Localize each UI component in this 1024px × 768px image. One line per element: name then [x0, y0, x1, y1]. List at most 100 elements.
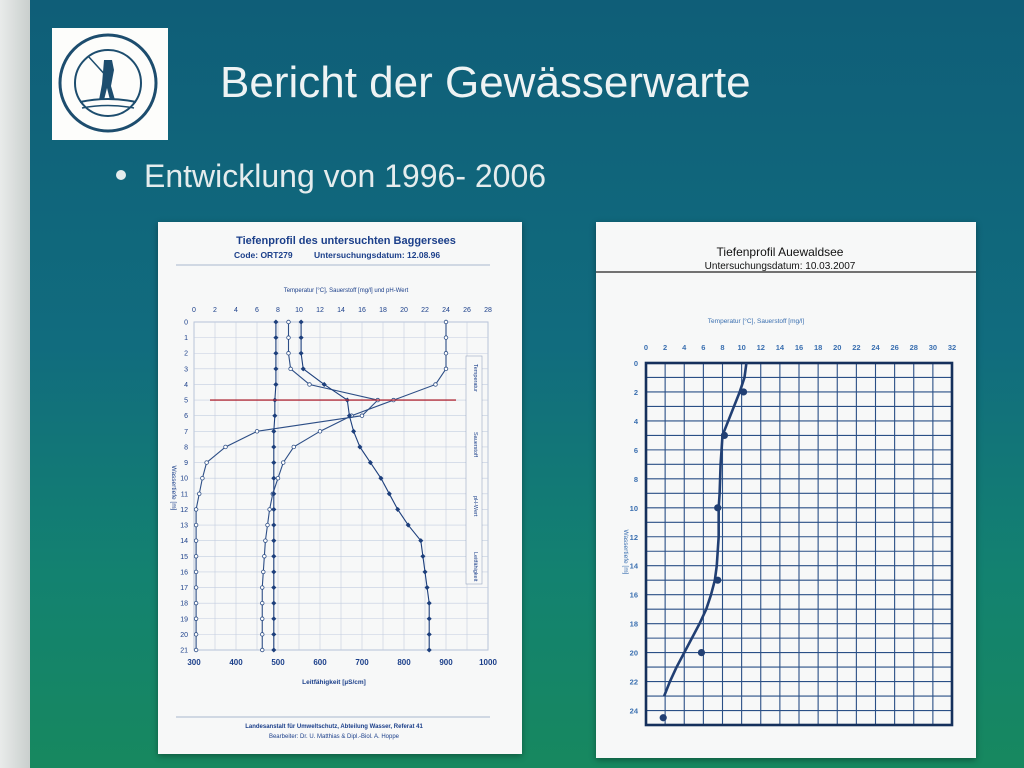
- y-tick-label: 3: [184, 366, 188, 373]
- data-point: [273, 335, 279, 341]
- y-tick-label: 13: [180, 523, 188, 530]
- series-line: [300, 322, 430, 650]
- legend-leitfaehigkeit: Leitfähigkeit: [472, 552, 478, 582]
- data-point: [426, 600, 432, 606]
- top-tick-label: 28: [910, 343, 918, 352]
- club-logo: [52, 28, 168, 140]
- y-tick-label: 18: [630, 620, 638, 629]
- top-tick-label: 24: [871, 343, 880, 352]
- bottom-tick-label: 600: [313, 658, 327, 667]
- board-title: Bericht der Gewässerwarte: [220, 58, 751, 107]
- data-point: [193, 616, 199, 621]
- data-point: [420, 553, 426, 559]
- series-line: [195, 322, 379, 650]
- series-line: [273, 322, 277, 650]
- top-tick-label: 4: [234, 307, 238, 314]
- top-tick-label: 10: [295, 307, 303, 314]
- bottom-tick-label: 500: [271, 658, 285, 667]
- data-point: [271, 506, 277, 512]
- top-tick-label: 12: [316, 307, 324, 314]
- data-point: [273, 350, 279, 356]
- data-point: [271, 631, 277, 637]
- data-point: [443, 351, 449, 356]
- data-point: [386, 491, 392, 497]
- top-tick-label: 22: [421, 307, 429, 314]
- chart-code: Code: ORT279: [234, 250, 293, 260]
- top-tick-label: 30: [929, 343, 937, 352]
- data-point: [271, 444, 277, 450]
- grid: [193, 321, 489, 651]
- data-point: [254, 429, 260, 434]
- y-tick-label: 9: [184, 460, 188, 467]
- data-point: [291, 444, 296, 450]
- series-sauerstoff: [193, 319, 380, 653]
- top-tick-label: 10: [737, 343, 745, 352]
- top-tick-label: 26: [463, 307, 471, 314]
- y-tick-label: 22: [630, 678, 638, 687]
- data-point: [300, 366, 306, 372]
- data-point: [261, 569, 266, 575]
- y-tick-label: 14: [180, 538, 188, 545]
- data-point: [272, 413, 278, 419]
- data-point: [193, 600, 199, 606]
- data-point: [193, 538, 199, 543]
- chart-legend: Temperatur Sauerstoff pH-Wert Leitfähigk…: [465, 355, 483, 585]
- top-tick-label: 16: [358, 307, 366, 314]
- data-point: [193, 632, 199, 637]
- top-tick-label: 2: [213, 307, 217, 314]
- y-tick-label: 5: [184, 398, 188, 405]
- data-point: [193, 554, 199, 559]
- bottom-tick-label: 300: [187, 658, 201, 667]
- data-point: [288, 366, 293, 372]
- data-point: [739, 388, 748, 396]
- y-tick-label: 12: [180, 507, 188, 514]
- chart-sheet-auewaldsee: Tiefenprofil Auewaldsee Untersuchungsdat…: [596, 222, 976, 758]
- data-point: [271, 569, 277, 575]
- data-point: [273, 381, 279, 388]
- y-tick-label: 6: [184, 413, 188, 420]
- legend-temperatur: Temperatur: [472, 364, 478, 392]
- data-point: [286, 319, 291, 325]
- top-axis-label: Temperatur [°C], Sauerstoff [mg/l] und p…: [284, 288, 409, 294]
- data-point: [263, 538, 268, 543]
- y-tick-label: 11: [181, 491, 188, 498]
- y-axis-label: Wassertiefe [m]: [170, 466, 177, 511]
- y-tick-label: 20: [180, 632, 188, 639]
- series-line: [261, 322, 447, 650]
- bullet-item: Entwicklung von 1996- 2006: [116, 158, 546, 195]
- data-point: [281, 460, 286, 465]
- data-point: [720, 431, 729, 439]
- data-point: [271, 616, 277, 622]
- data-point: [317, 429, 323, 434]
- data-point: [197, 491, 202, 497]
- chart-auewaldsee: Tiefenprofil Auewaldsee Untersuchungsdat…: [596, 245, 976, 727]
- data-point: [204, 460, 209, 465]
- data-point: [271, 538, 277, 544]
- top-tick-label: 24: [442, 307, 450, 314]
- y-tick-label: 18: [180, 601, 188, 608]
- data-point: [697, 649, 706, 657]
- top-tick-label: 0: [644, 343, 648, 352]
- legend-sauerstoff: Sauerstoff: [472, 432, 478, 457]
- data-point: [307, 382, 312, 387]
- data-point: [714, 504, 722, 512]
- top-tick-label: 14: [776, 343, 785, 352]
- data-point: [265, 522, 270, 528]
- top-tick-label: 28: [484, 307, 492, 314]
- data-point: [443, 335, 449, 340]
- plot-frame: [644, 361, 954, 727]
- club-logo-emblem: [58, 33, 158, 133]
- y-tick-label: 0: [184, 320, 188, 327]
- y-tick-label: 4: [634, 417, 639, 426]
- top-tick-label: 20: [833, 343, 841, 352]
- top-tick-label: 18: [814, 343, 822, 352]
- top-tick-label: 0: [192, 307, 196, 314]
- top-tick-label: 22: [852, 343, 860, 352]
- board-frame: [0, 0, 30, 768]
- bullet-text: Entwicklung von 1996- 2006: [144, 158, 547, 194]
- y-tick-label: 21: [180, 648, 188, 655]
- y-tick-label: 19: [180, 616, 188, 623]
- y-tick-label: 17: [180, 585, 188, 592]
- data-point: [286, 335, 291, 340]
- data-point: [271, 553, 277, 559]
